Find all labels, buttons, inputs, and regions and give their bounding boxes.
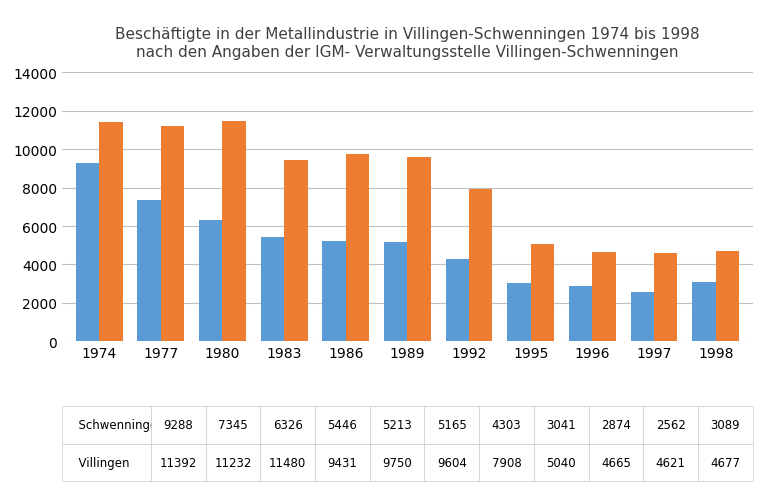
- Bar: [223, 122, 246, 342]
- Title: Beschäftigte in der Metallindustrie in Villingen-Schwenningen 1974 bis 1998
nach: Beschäftigte in der Metallindustrie in V…: [115, 27, 700, 60]
- Bar: [384, 243, 407, 342]
- Bar: [569, 286, 592, 342]
- Bar: [469, 190, 493, 342]
- Bar: [284, 161, 307, 342]
- Bar: [631, 292, 654, 342]
- Bar: [508, 284, 531, 342]
- Bar: [654, 253, 677, 342]
- Bar: [692, 283, 715, 342]
- Bar: [531, 245, 554, 342]
- Bar: [322, 242, 346, 342]
- Bar: [445, 259, 469, 342]
- Bar: [137, 201, 161, 342]
- Bar: [75, 163, 99, 342]
- Bar: [261, 237, 284, 342]
- Bar: [346, 155, 369, 342]
- Bar: [407, 158, 431, 342]
- Bar: [199, 220, 223, 342]
- Bar: [715, 252, 740, 342]
- Bar: [592, 252, 616, 342]
- Bar: [99, 123, 123, 342]
- Bar: [161, 126, 184, 342]
